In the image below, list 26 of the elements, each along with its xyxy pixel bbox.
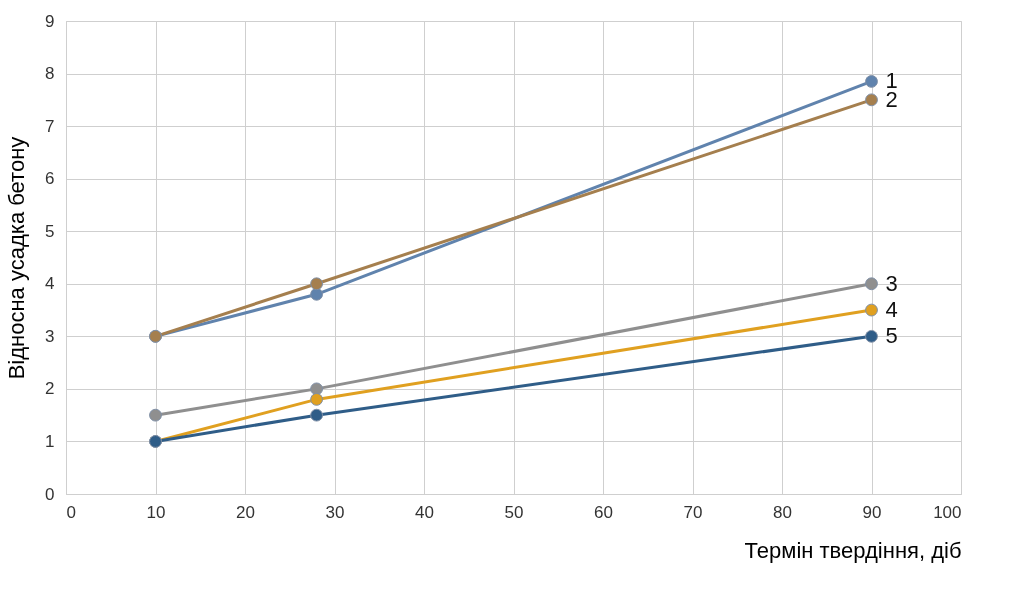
series-label: 4: [885, 297, 898, 323]
y-tick-label: 7: [45, 116, 55, 136]
series-label: 5: [885, 323, 898, 349]
series-label: 3: [885, 270, 898, 296]
y-tick-label: 9: [45, 11, 55, 31]
y-tick-label: 4: [45, 274, 55, 294]
x-tick-label: 0: [66, 502, 76, 522]
y-tick-label: 0: [45, 484, 55, 504]
x-tick-label: 10: [146, 502, 166, 522]
x-tick-label: 30: [325, 502, 345, 522]
x-tick-label: 100: [933, 502, 962, 522]
y-tick-label: 2: [45, 379, 55, 399]
y-tick-label: 3: [45, 326, 55, 346]
x-tick-label: 70: [683, 502, 703, 522]
y-tick-label: 8: [45, 64, 55, 84]
y-axis-title: Відносна усадка бетону: [4, 136, 30, 380]
x-tick-label: 60: [594, 502, 613, 522]
x-tick-label: 90: [862, 502, 882, 522]
x-tick-label: 40: [415, 502, 434, 522]
y-tick-label: 6: [45, 169, 55, 189]
x-axis-title: Термін твердіння, діб: [744, 537, 962, 563]
y-tick-label: 1: [45, 431, 55, 451]
x-tick-label: 50: [504, 502, 524, 522]
y-tick-label: 5: [45, 221, 55, 241]
x-tick-label: 80: [773, 502, 792, 522]
x-tick-label: 20: [236, 502, 255, 522]
